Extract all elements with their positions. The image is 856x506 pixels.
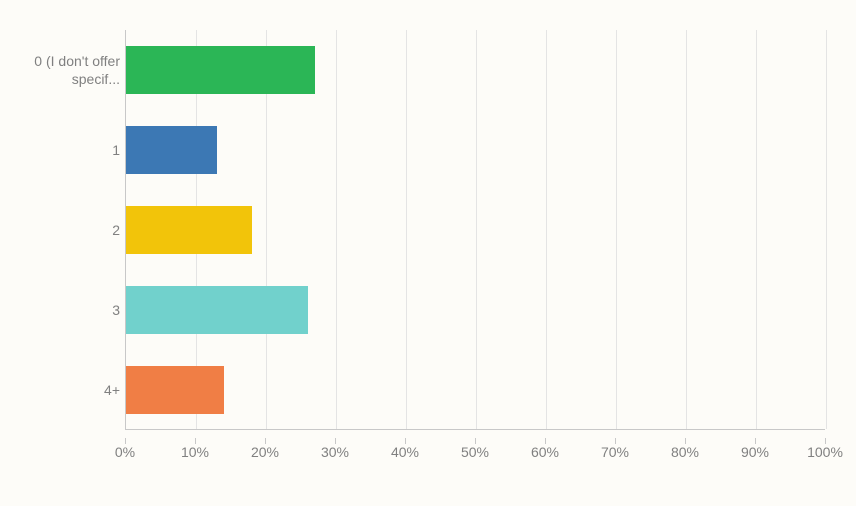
gridline: [686, 30, 687, 429]
x-axis-label: 90%: [741, 444, 769, 460]
bar: [126, 366, 224, 414]
y-axis-label: 1: [30, 141, 120, 159]
x-axis-label: 0%: [115, 444, 135, 460]
y-axis-label: 3: [30, 301, 120, 319]
x-axis-label: 70%: [601, 444, 629, 460]
plot-area: [125, 30, 825, 430]
gridline: [336, 30, 337, 429]
gridline: [476, 30, 477, 429]
x-axis-label: 100%: [807, 444, 843, 460]
y-axis-label: 2: [30, 221, 120, 239]
bar: [126, 126, 217, 174]
bar-chart: 0%10%20%30%40%50%60%70%80%90%100% 0 (I d…: [30, 30, 830, 480]
gridline: [546, 30, 547, 429]
x-axis-label: 20%: [251, 444, 279, 460]
gridline: [756, 30, 757, 429]
bar: [126, 286, 308, 334]
x-axis-label: 30%: [321, 444, 349, 460]
gridline: [826, 30, 827, 429]
gridline: [616, 30, 617, 429]
y-axis-label: 0 (I don't offer specif...: [30, 52, 120, 88]
bar: [126, 46, 315, 94]
x-axis: 0%10%20%30%40%50%60%70%80%90%100%: [125, 438, 825, 468]
x-axis-label: 80%: [671, 444, 699, 460]
y-axis-label: 4+: [30, 381, 120, 399]
x-axis-label: 50%: [461, 444, 489, 460]
x-axis-label: 60%: [531, 444, 559, 460]
gridline: [406, 30, 407, 429]
x-axis-label: 40%: [391, 444, 419, 460]
bar: [126, 206, 252, 254]
x-axis-label: 10%: [181, 444, 209, 460]
